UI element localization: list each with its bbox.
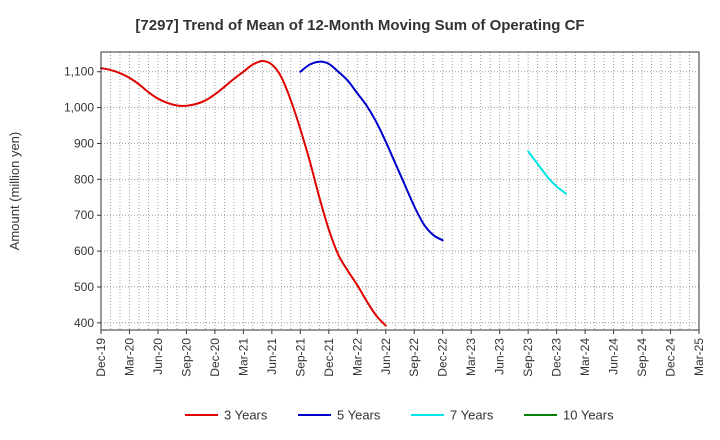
legend: 3 Years 5 Years 7 Years 10 Years [185, 408, 614, 423]
plot-area [101, 52, 699, 330]
legend-label-7-years: 7 Years [450, 408, 494, 423]
y-axis-label: Amount (million yen) [7, 132, 22, 251]
legend-label-3-years: 3 Years [224, 408, 268, 423]
x-tick-label: Sep-23 [521, 338, 535, 377]
series-lines [100, 59, 568, 327]
x-tick-label: Jun-24 [607, 338, 621, 375]
x-tick-label: Dec-22 [436, 338, 450, 377]
y-tick-label: 400 [74, 316, 94, 330]
y-tick-label: 600 [74, 244, 94, 258]
x-tick-label: Mar-21 [236, 338, 250, 376]
x-tick-label: Sep-20 [179, 338, 193, 377]
x-tick-label: Jun-20 [151, 338, 165, 375]
legend-label-5-years: 5 Years [337, 408, 381, 423]
x-tick-label: Jun-22 [379, 338, 393, 375]
x-axis: Dec-19 Mar-20 Jun-20 Sep-20 Dec-20 Mar-21 Jun-… [94, 330, 706, 377]
x-tick-label: Dec-20 [208, 338, 222, 377]
x-tick-label: Mar-20 [122, 338, 136, 376]
y-tick-label: 500 [74, 280, 94, 294]
legend-label-10-years: 10 Years [563, 408, 614, 423]
x-tick-label: Dec-21 [322, 338, 336, 377]
series-line-3-years [100, 59, 387, 327]
x-tick-label: Dec-24 [664, 338, 678, 377]
y-tick-label: 700 [74, 208, 94, 222]
y-tick-label: 1,100 [64, 65, 94, 79]
y-tick-label: 900 [74, 136, 94, 150]
series-line-5-years [299, 60, 444, 242]
x-tick-label: Mar-23 [464, 338, 478, 376]
x-tick-label: Mar-22 [350, 338, 364, 376]
x-tick-label: Sep-24 [635, 338, 649, 377]
x-tick-label: Jun-21 [265, 338, 279, 375]
chart-title: [7297] Trend of Mean of 12-Month Moving … [135, 17, 584, 34]
x-tick-label: Mar-25 [692, 338, 706, 376]
x-tick-label: Dec-19 [94, 338, 108, 377]
y-tick-label: 800 [74, 172, 94, 186]
series-line-7-years [527, 150, 568, 195]
y-tick-label: 1,000 [64, 101, 94, 115]
x-tick-label: Sep-22 [407, 338, 421, 377]
x-tick-label: Sep-21 [293, 338, 307, 377]
x-tick-label: Dec-23 [550, 338, 564, 377]
y-axis: 400 500 600 700 800 900 1,000 1,100 [64, 65, 101, 330]
x-tick-label: Mar-24 [578, 338, 592, 376]
x-tick-label: Jun-23 [493, 338, 507, 375]
plot-border [100, 51, 700, 331]
grid [101, 52, 699, 330]
